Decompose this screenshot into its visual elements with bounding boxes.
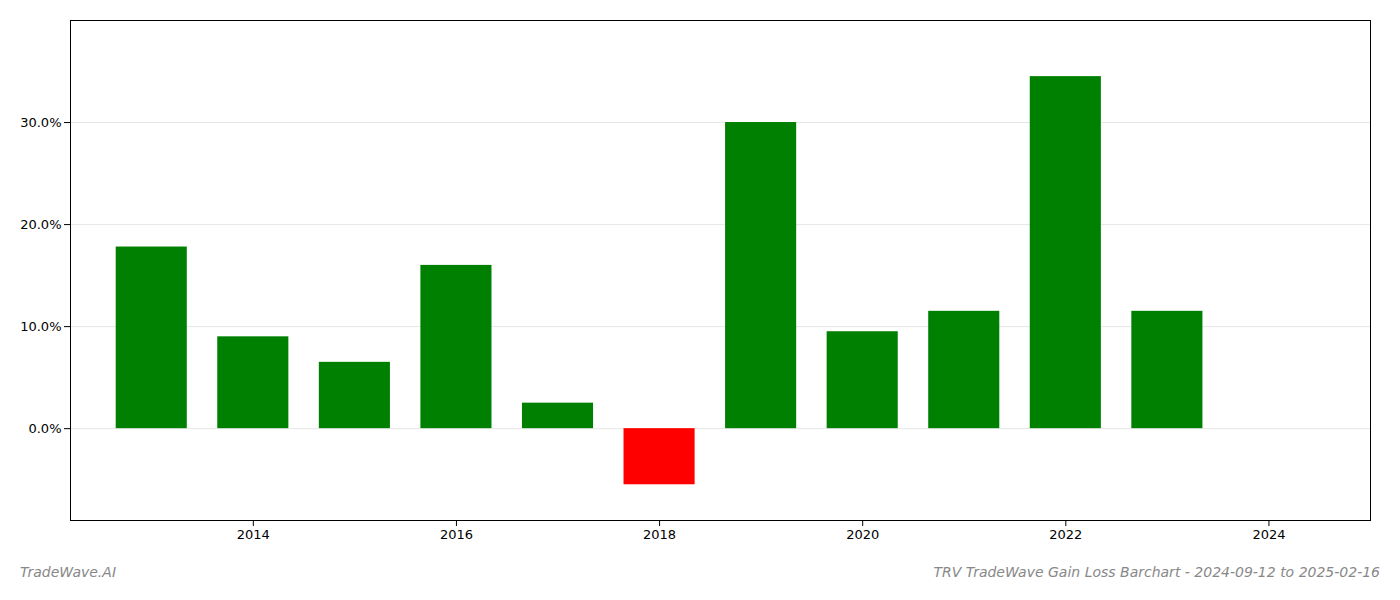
svg-text:2014: 2014 <box>237 527 270 542</box>
svg-text:2016: 2016 <box>440 527 473 542</box>
svg-text:20.0%: 20.0% <box>20 217 61 232</box>
svg-text:2020: 2020 <box>846 527 879 542</box>
svg-text:2024: 2024 <box>1252 527 1285 542</box>
svg-text:2018: 2018 <box>643 527 676 542</box>
html-text:TRV TradeWave Gain Loss Barcha: TRV TradeWave Gain Loss Barchart - 2024-… <box>933 564 1380 580</box>
svg-text:30.0%: 30.0% <box>20 115 61 130</box>
svg-text:10.0%: 10.0% <box>20 319 61 334</box>
svg-text:2022: 2022 <box>1049 527 1082 542</box>
html-text:TradeWave.AI: TradeWave.AI <box>20 564 116 580</box>
svg-text:0.0%: 0.0% <box>28 421 61 436</box>
